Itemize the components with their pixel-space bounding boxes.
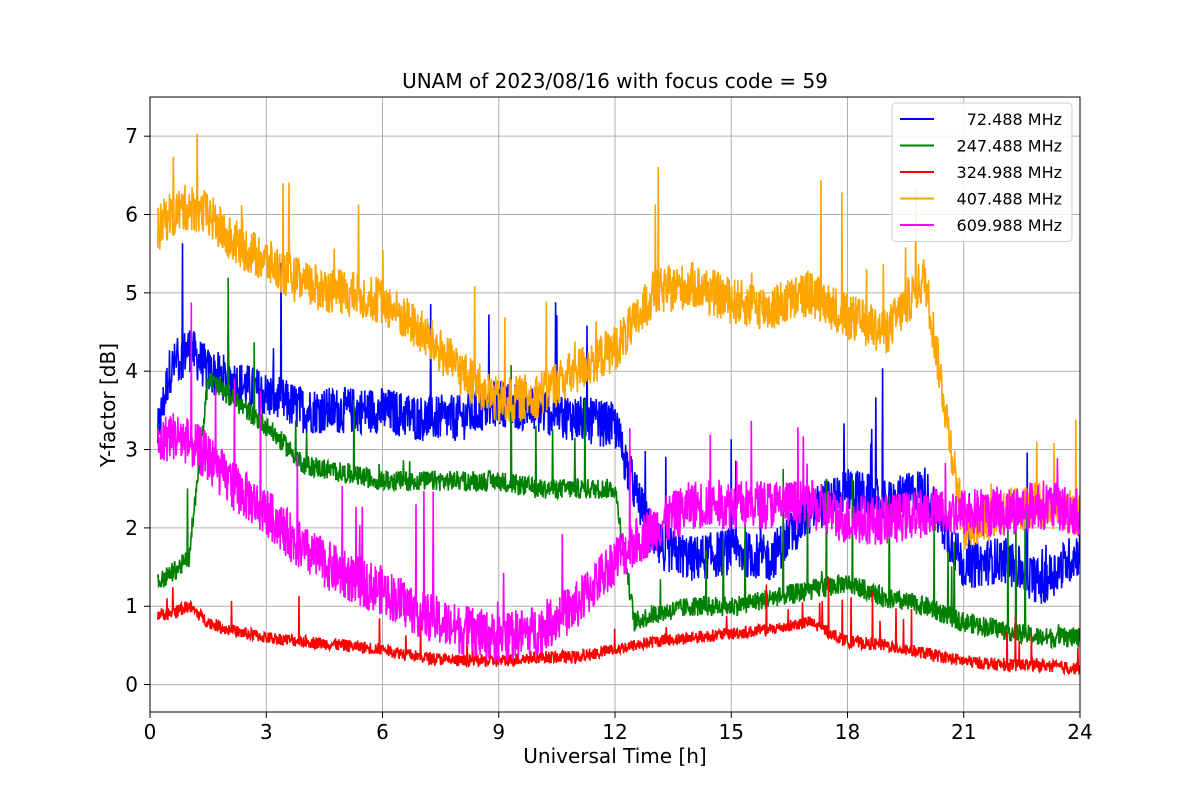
y-axis-label: Y-factor [dB]: [96, 343, 120, 468]
x-tick-label: 3: [260, 720, 273, 744]
x-tick-label: 21: [951, 720, 976, 744]
legend-frame: [891, 102, 1073, 242]
legend-label: 324.988 MHz: [957, 163, 1062, 182]
series-line: [157, 302, 1080, 663]
series-line: [157, 578, 1080, 676]
y-tick-label: 7: [125, 124, 138, 148]
y-tick-label: 3: [125, 438, 138, 462]
x-tick-label: 15: [719, 720, 744, 744]
chart-title: UNAM of 2023/08/16 with focus code = 59: [402, 69, 828, 93]
series-layer: [157, 133, 1080, 676]
legend-label: 247.488 MHz: [957, 137, 1062, 156]
x-tick-label: 9: [492, 720, 505, 744]
x-tick-label: 24: [1067, 720, 1092, 744]
series-line: [157, 277, 1080, 650]
x-tick-label: 6: [376, 720, 389, 744]
legend-label: 407.488 MHz: [957, 190, 1062, 209]
x-tick-label: 12: [602, 720, 627, 744]
series-line: [157, 133, 1080, 550]
y-tick-label: 1: [125, 594, 138, 618]
y-tick-label: 6: [125, 203, 138, 227]
y-tick-label: 0: [125, 673, 138, 697]
y-tick-label: 2: [125, 516, 138, 540]
legend-label: 609.988 MHz: [957, 216, 1062, 235]
x-tick-label: 0: [144, 720, 157, 744]
legend-label: 72.488 MHz: [967, 110, 1062, 129]
x-tick-label: 18: [835, 720, 860, 744]
x-axis-label: Universal Time [h]: [523, 744, 706, 768]
legend: 72.488 MHz 247.488 MHz 324.988 MHz 407.488 …: [891, 102, 1073, 242]
y-tick-label: 4: [125, 359, 138, 383]
y-tick-label: 5: [125, 281, 138, 305]
